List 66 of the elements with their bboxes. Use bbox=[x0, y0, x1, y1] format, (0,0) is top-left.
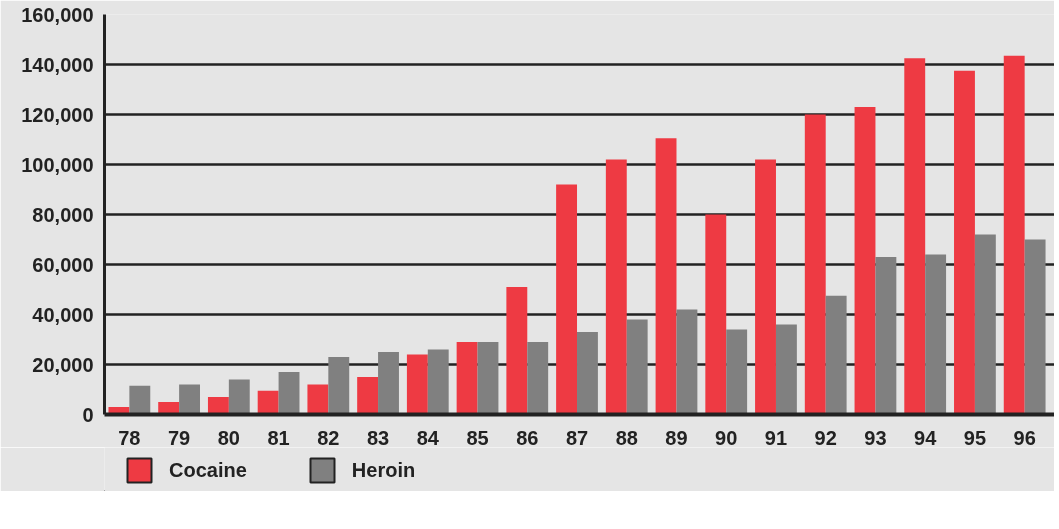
bar bbox=[456, 342, 478, 415]
legend-label: Cocaine bbox=[169, 458, 247, 482]
bar bbox=[328, 357, 350, 415]
bar bbox=[527, 342, 549, 415]
y-tick-label: 60,000 bbox=[32, 253, 94, 276]
bar bbox=[506, 287, 528, 415]
bar bbox=[854, 107, 876, 415]
bar bbox=[427, 349, 449, 415]
bar bbox=[705, 214, 727, 415]
y-tick-label: 120,000 bbox=[21, 103, 94, 126]
bar bbox=[577, 332, 598, 415]
bar bbox=[605, 159, 627, 415]
bar bbox=[676, 309, 698, 415]
bar bbox=[726, 329, 748, 415]
y-tick-label: 80,000 bbox=[32, 203, 94, 226]
bar bbox=[974, 234, 996, 415]
x-tick-label: 79 bbox=[167, 426, 191, 449]
x-tick-label: 96 bbox=[1013, 426, 1036, 449]
bar bbox=[1024, 239, 1046, 415]
bar bbox=[556, 184, 578, 415]
bar bbox=[626, 319, 648, 415]
y-tick-label: 140,000 bbox=[21, 53, 94, 76]
x-tick-label: 80 bbox=[217, 426, 240, 449]
y-tick-label: 160,000 bbox=[21, 3, 94, 26]
bar bbox=[755, 159, 776, 415]
bar bbox=[804, 114, 826, 415]
x-tick-label: 88 bbox=[615, 426, 638, 449]
bar bbox=[129, 385, 151, 415]
bar bbox=[1003, 55, 1025, 415]
y-tick-label: 20,000 bbox=[32, 353, 94, 376]
y-tick-label: 40,000 bbox=[32, 303, 94, 326]
x-tick-label: 78 bbox=[118, 426, 141, 449]
x-tick-label: 95 bbox=[963, 426, 987, 449]
y-tick-label: 0 bbox=[82, 403, 94, 426]
x-tick-label: 92 bbox=[814, 426, 837, 449]
x-tick-label: 86 bbox=[516, 426, 539, 449]
bar bbox=[307, 384, 329, 415]
bar bbox=[357, 377, 379, 415]
bar bbox=[228, 379, 250, 415]
bar bbox=[875, 257, 897, 415]
x-tick-label: 91 bbox=[764, 426, 788, 449]
bar bbox=[925, 254, 947, 415]
x-tick-label: 83 bbox=[366, 426, 390, 449]
x-tick-label: 94 bbox=[914, 426, 938, 449]
bar bbox=[207, 397, 229, 415]
bar bbox=[655, 138, 677, 415]
bar bbox=[477, 342, 499, 415]
legend-label: Heroin bbox=[351, 458, 416, 482]
bar bbox=[278, 372, 300, 415]
bar bbox=[378, 352, 399, 415]
bar bbox=[406, 354, 428, 415]
bar bbox=[825, 295, 847, 415]
bar bbox=[775, 324, 797, 415]
x-tick-label: 82 bbox=[317, 426, 340, 449]
x-tick-label: 87 bbox=[565, 426, 589, 449]
bar bbox=[904, 58, 926, 415]
y-tick-label: 100,000 bbox=[21, 153, 94, 176]
bar bbox=[179, 384, 200, 415]
x-tick-label: 93 bbox=[864, 426, 887, 449]
bar bbox=[257, 390, 279, 415]
x-tick-label: 85 bbox=[466, 426, 489, 449]
x-tick-label: 81 bbox=[267, 426, 290, 449]
x-tick-label: 84 bbox=[416, 426, 440, 449]
x-tick-label: 89 bbox=[665, 426, 688, 449]
bar bbox=[954, 70, 975, 415]
x-tick-label: 90 bbox=[715, 426, 738, 449]
